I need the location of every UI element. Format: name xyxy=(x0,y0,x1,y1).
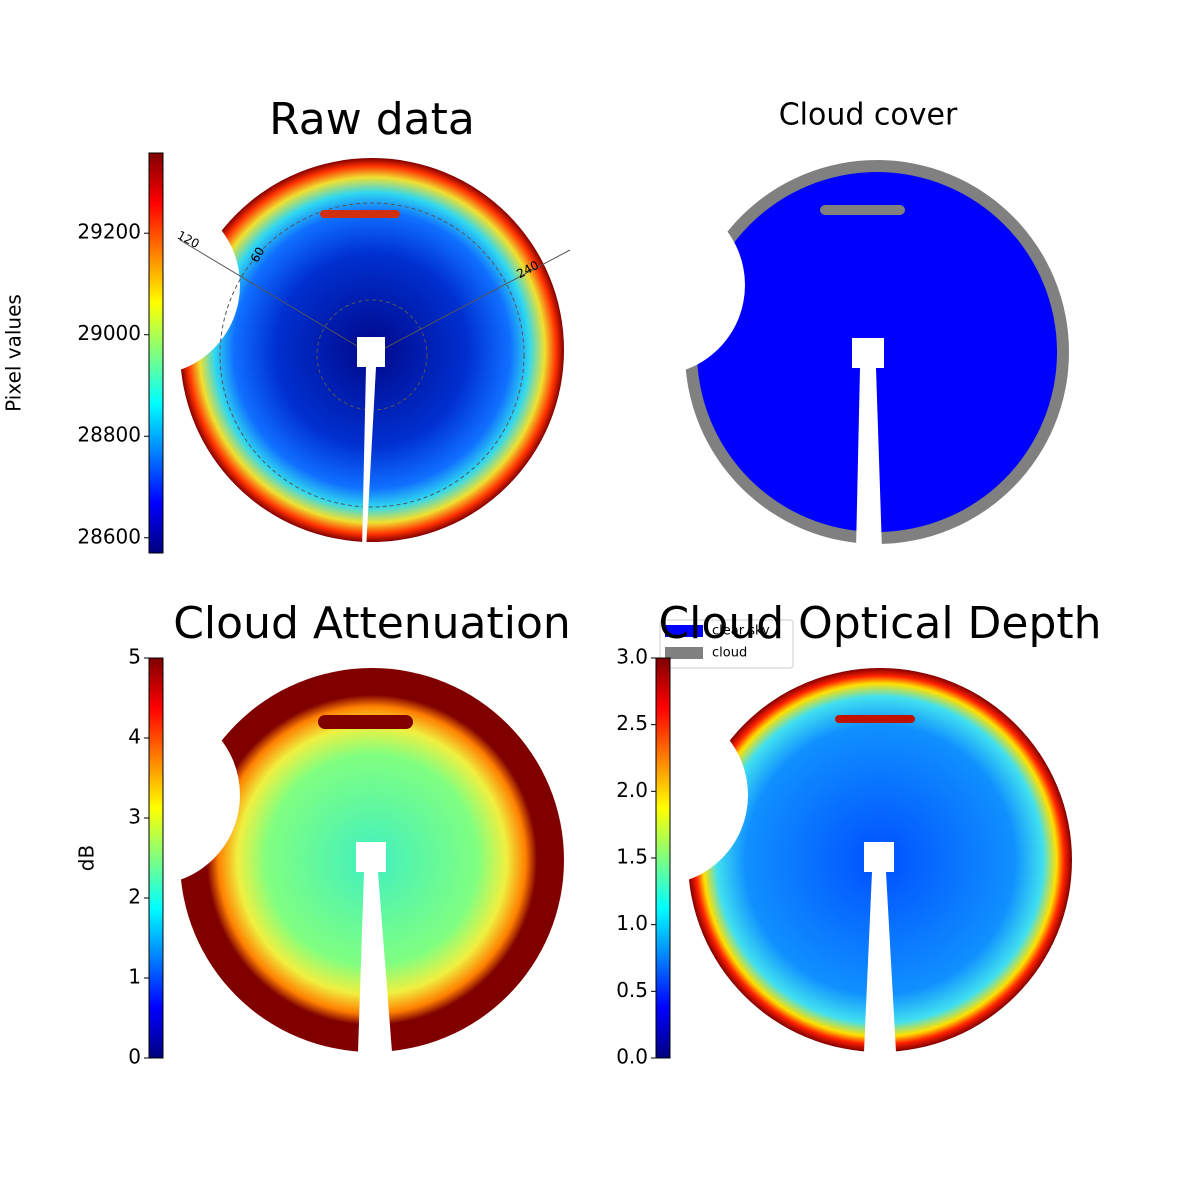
colorbar-tick-label: 0.0 xyxy=(616,1045,648,1069)
colorbar-tick-label: 3.0 xyxy=(616,645,648,669)
colorbar-label: dB xyxy=(75,845,99,871)
colorbar-tick-label: 1.0 xyxy=(616,911,648,935)
colorbar xyxy=(655,657,671,1059)
colorbar-tick-label: 2.0 xyxy=(616,778,648,802)
optical-depth-image xyxy=(568,668,1072,1052)
colorbar xyxy=(148,152,164,554)
cloud-cover-image xyxy=(565,160,1069,550)
colorbar-tick-label: 5 xyxy=(128,645,141,669)
colorbar-tick-label: 29200 xyxy=(77,220,141,244)
raw-image xyxy=(60,158,571,550)
colorbar-tick-label: 1.5 xyxy=(616,845,648,869)
colorbar xyxy=(148,657,164,1059)
colorbar-tick-label: 2.5 xyxy=(616,711,648,735)
colorbar-tick-label: 1 xyxy=(128,965,141,989)
legend-label: clear sky xyxy=(712,624,770,639)
panel-title: Cloud Attenuation xyxy=(173,598,571,649)
colorbar-label: Pixel values xyxy=(2,294,26,412)
legend-swatch xyxy=(665,647,703,659)
panel-title: Cloud cover xyxy=(779,98,958,133)
polar-annotation: 60 xyxy=(248,245,268,265)
colorbar-tick-label: 4 xyxy=(128,725,141,749)
legend-label: cloud xyxy=(712,646,747,661)
colorbar-tick-label: 29000 xyxy=(77,321,141,345)
panel-title: Cloud Optical Depth xyxy=(658,598,1101,649)
colorbar-tick-label: 0.5 xyxy=(616,978,648,1002)
legend-swatch xyxy=(665,625,703,637)
colorbar-tick-label: 3 xyxy=(128,805,141,829)
panel-title: Raw data xyxy=(269,94,475,145)
colorbar-tick-label: 0 xyxy=(128,1045,141,1069)
colorbar-tick-label: 28800 xyxy=(77,423,141,447)
colorbar-tick-label: 2 xyxy=(128,885,141,909)
colorbar-tick-label: 28600 xyxy=(77,524,141,548)
